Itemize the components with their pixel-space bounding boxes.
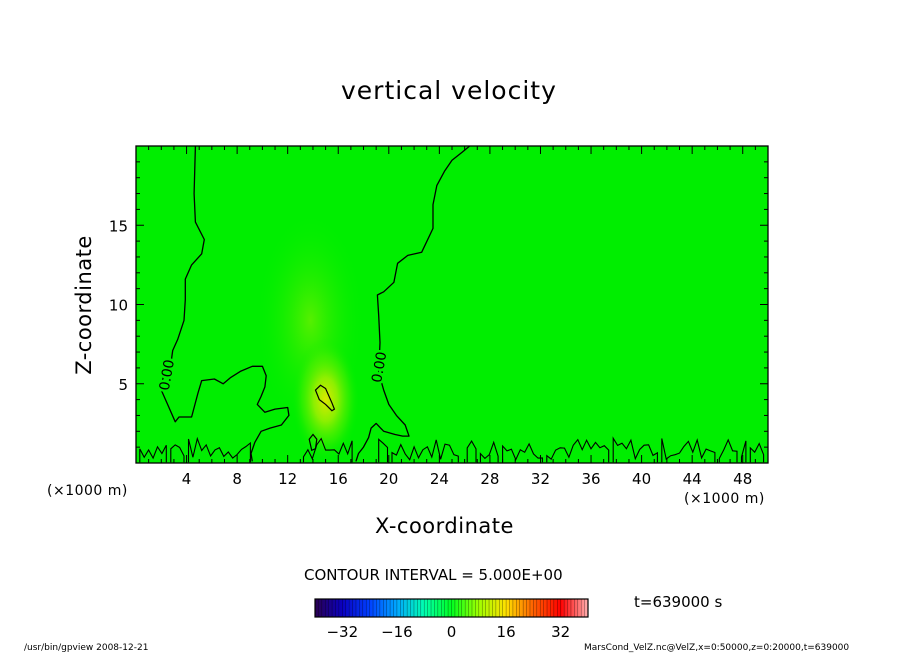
x-axis-title: X-coordinate xyxy=(375,514,514,538)
field-background xyxy=(136,146,768,463)
x-tick-label: 36 xyxy=(581,470,600,488)
x-tick-label: 28 xyxy=(480,470,499,488)
footer-right: MarsCond_VelZ.nc@VelZ,x=0:50000,z=0:2000… xyxy=(584,643,850,653)
x-tick-label: 12 xyxy=(278,470,297,488)
field-anomaly-core xyxy=(291,337,360,462)
surface-contour xyxy=(502,442,543,463)
x-tick-label: 40 xyxy=(632,470,651,488)
x-tick-label: 44 xyxy=(683,470,702,488)
surface-contour xyxy=(378,438,389,463)
x-tick-label: 32 xyxy=(531,470,550,488)
colorbar-frame xyxy=(314,598,589,618)
contour-interval-label: CONTOUR INTERVAL = 5.000E+00 xyxy=(304,566,563,584)
closed-contour xyxy=(308,433,318,452)
chart-title: vertical velocity xyxy=(341,76,557,105)
surface-contour xyxy=(479,440,499,463)
colorbar-tick-label: −16 xyxy=(381,623,413,641)
surface-contour xyxy=(612,436,658,463)
zero-contour xyxy=(355,145,471,462)
surface-contour xyxy=(139,444,167,463)
colorbar-tick-label: 0 xyxy=(447,623,457,641)
surface-contour xyxy=(466,440,477,463)
x-unit-left: (×1000 m) xyxy=(47,483,128,499)
surface-contour xyxy=(740,440,747,463)
x-tick-label: 8 xyxy=(232,470,242,488)
x-unit-right: (×1000 m) xyxy=(684,491,765,507)
x-tick-label: 24 xyxy=(430,470,449,488)
footer-left: /usr/bin/gpview 2008-12-21 xyxy=(24,643,149,653)
x-tick-label: 48 xyxy=(733,470,752,488)
y-tick-label: 5 xyxy=(118,376,128,394)
colorbar-tick-label: 32 xyxy=(551,623,570,641)
zero-contour xyxy=(160,145,290,462)
surface-contour xyxy=(661,438,716,463)
x-tick-label: 16 xyxy=(329,470,348,488)
y-tick-label: 10 xyxy=(109,297,128,315)
surface-contour xyxy=(187,436,251,463)
x-tick-label: 4 xyxy=(182,470,192,488)
colorbar-tick-label: −32 xyxy=(326,623,358,641)
y-axis-title: Z-coordinate xyxy=(72,235,96,375)
time-label: t=639000 s xyxy=(634,593,723,611)
surface-contour xyxy=(391,439,459,463)
surface-contour xyxy=(749,442,765,463)
surface-contour xyxy=(546,438,610,463)
surface-contour xyxy=(718,438,738,463)
surface-contour xyxy=(170,444,185,463)
closed-contour xyxy=(314,384,336,412)
y-tick-label: 15 xyxy=(109,217,128,235)
colorbar-tick-label: 16 xyxy=(497,623,516,641)
surface-contour xyxy=(302,437,353,463)
contour-label: 0.00 xyxy=(157,358,178,391)
x-tick-label: 20 xyxy=(379,470,398,488)
